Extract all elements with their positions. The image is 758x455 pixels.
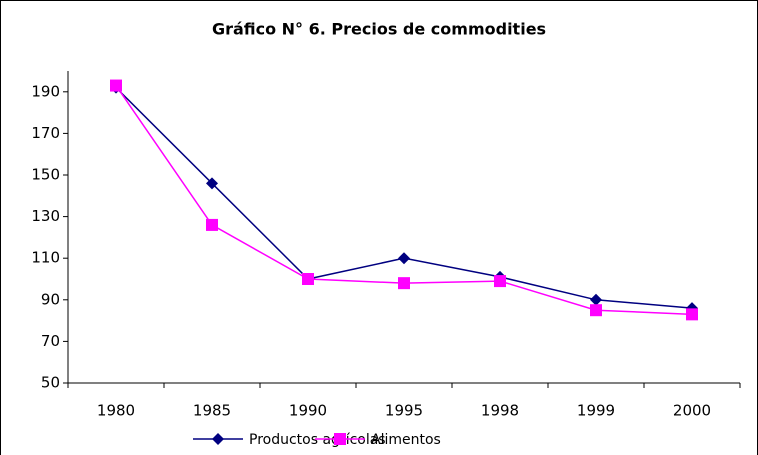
x-tick-label: 2000 (673, 402, 711, 420)
legend-marker (212, 433, 224, 445)
y-tick-label: 70 (41, 332, 60, 350)
data-point (494, 275, 506, 288)
legend-label: Alimentos (371, 432, 441, 448)
y-tick-label: 170 (31, 124, 60, 142)
data-point (110, 79, 122, 92)
x-tick-label: 1985 (193, 402, 231, 420)
y-tick-label: 190 (31, 82, 60, 100)
x-tick-label: 1999 (577, 402, 615, 420)
data-point (398, 277, 410, 290)
data-point (302, 273, 314, 285)
legend-marker (334, 433, 346, 445)
y-tick-label: 50 (41, 374, 60, 392)
data-point (590, 293, 602, 306)
y-tick-label: 110 (31, 249, 60, 267)
data-point (206, 218, 218, 231)
legend-label: Productos agrícolas (249, 432, 386, 448)
data-point (206, 177, 218, 190)
data-point (398, 252, 410, 265)
y-tick-label: 130 (31, 207, 60, 225)
x-tick-label: 1995 (385, 402, 423, 420)
y-tick-label: 150 (31, 166, 60, 184)
data-point (686, 308, 698, 321)
x-tick-label: 1980 (97, 402, 135, 420)
chart-title: Gráfico N° 6. Precios de commodities (212, 20, 546, 39)
data-point (590, 304, 602, 317)
y-tick-label: 90 (41, 290, 60, 308)
x-tick-label: 1990 (289, 402, 327, 420)
x-tick-label: 1998 (481, 402, 519, 420)
